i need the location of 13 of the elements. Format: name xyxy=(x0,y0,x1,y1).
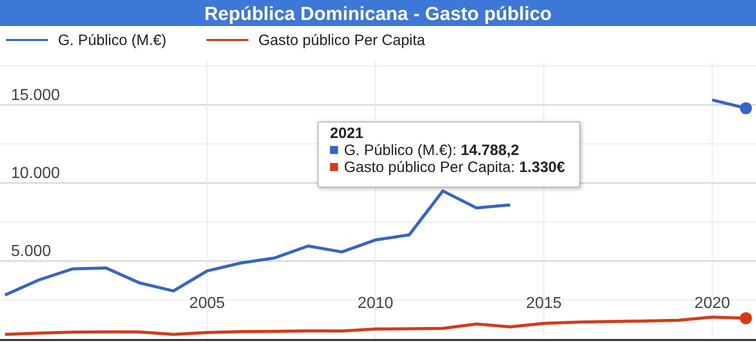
y-tick-label: 15.000 xyxy=(11,87,60,104)
legend-label: G. Público (M.€) xyxy=(58,32,166,49)
x-tick-label: 2020 xyxy=(694,295,730,312)
chart-title: República Dominicana - Gasto público xyxy=(204,4,552,25)
annotation: Gasto público Per Capita: 1.330€ xyxy=(344,159,566,176)
legend-label: Gasto público Per Capita xyxy=(258,32,426,49)
x-tick-label: 2005 xyxy=(189,295,225,312)
annotation: 2021 xyxy=(330,125,364,142)
y-tick-label: 5.000 xyxy=(11,243,52,260)
x-tick-label: 2015 xyxy=(526,295,562,312)
annotation: G. Público (M.€): 14.788,2 xyxy=(344,142,520,159)
y-tick-label: 10.000 xyxy=(11,165,60,182)
x-tick-label: 2010 xyxy=(358,295,394,312)
